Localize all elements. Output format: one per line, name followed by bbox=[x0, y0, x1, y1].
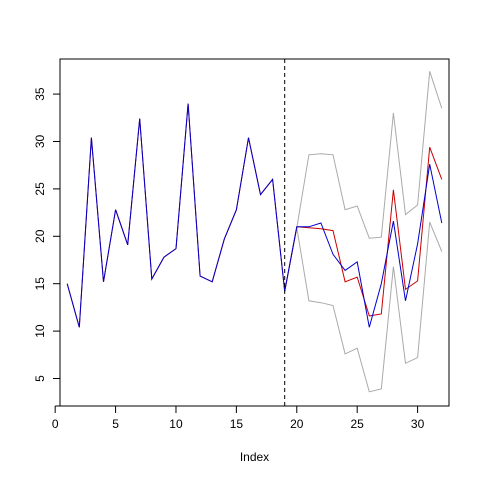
y-tick-label: 20 bbox=[33, 229, 47, 243]
x-tick-label: 15 bbox=[230, 417, 244, 431]
y-tick-label: 35 bbox=[33, 87, 47, 101]
x-tick-label: 0 bbox=[52, 417, 59, 431]
x-axis: 0 5 10 15 20 25 30 bbox=[52, 405, 425, 431]
y-tick-label: 5 bbox=[33, 375, 47, 382]
series-line-4 bbox=[284, 221, 443, 393]
series-line-2 bbox=[66, 103, 443, 328]
y-tick-label: 10 bbox=[33, 324, 47, 338]
x-tick-label: 5 bbox=[112, 417, 119, 431]
y-tick-label: 15 bbox=[33, 277, 47, 291]
x-tick-label: 25 bbox=[351, 417, 365, 431]
series-line-3 bbox=[284, 71, 443, 292]
x-tick-label: 10 bbox=[169, 417, 183, 431]
y-tick-label: 25 bbox=[33, 182, 47, 196]
series-lines bbox=[66, 71, 443, 393]
x-tick-label: 20 bbox=[290, 417, 304, 431]
series-line-1 bbox=[66, 103, 443, 328]
y-tick-label: 30 bbox=[33, 134, 47, 148]
y-axis: 5 10 15 20 25 30 35 bbox=[33, 87, 61, 382]
x-tick-label: 30 bbox=[411, 417, 425, 431]
plot-frame bbox=[59, 58, 450, 407]
x-axis-label: Index bbox=[240, 450, 269, 464]
